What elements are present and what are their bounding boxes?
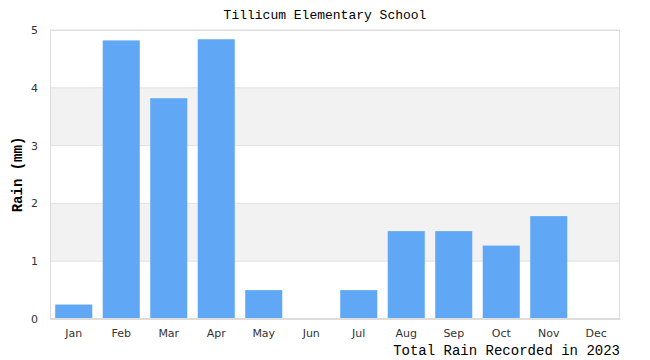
y-tick-label: 4 xyxy=(31,82,38,95)
bar xyxy=(340,290,377,319)
bar xyxy=(55,305,92,319)
bar xyxy=(198,39,235,319)
x-tick-label: Jan xyxy=(64,327,82,340)
x-tick: Dec xyxy=(586,319,607,340)
x-tick-label: Dec xyxy=(586,327,607,340)
y-tick-label: 3 xyxy=(31,140,38,153)
y-tick: 1 xyxy=(31,255,50,268)
bar xyxy=(435,231,472,319)
x-axis-title: Total Rain Recorded in 2023 xyxy=(393,343,620,359)
x-axis-line xyxy=(51,319,621,320)
y-tick-label: 5 xyxy=(31,24,38,37)
x-tick: Apr xyxy=(207,319,227,340)
x-tick: Mar xyxy=(158,319,179,340)
x-tick-label: Nov xyxy=(538,327,560,340)
bar xyxy=(103,40,140,319)
y-tick: 2 xyxy=(31,197,50,210)
x-tick: Nov xyxy=(538,319,560,340)
x-tick: Jun xyxy=(302,319,320,340)
y-tick: 4 xyxy=(31,82,50,95)
x-tick-label: Jul xyxy=(351,327,365,340)
x-tick: Jan xyxy=(64,319,82,340)
x-tick-label: Mar xyxy=(158,327,179,340)
title: Tillicum Elementary School xyxy=(224,8,427,23)
y-tick-label: 1 xyxy=(31,255,38,268)
y-tick-label: 2 xyxy=(31,197,38,210)
x-tick: Feb xyxy=(112,319,131,340)
y-axis-title: Rain (mm) xyxy=(10,137,26,213)
x-tick-label: Oct xyxy=(492,327,512,340)
y-axis-line xyxy=(50,31,51,320)
x-tick-label: Apr xyxy=(207,327,227,340)
bar xyxy=(150,98,187,319)
bar xyxy=(245,290,282,319)
x-tick-label: Jun xyxy=(302,327,320,340)
bars xyxy=(55,39,567,319)
bar xyxy=(530,216,567,319)
x-tick: Sep xyxy=(443,319,464,340)
plot-frame xyxy=(51,31,620,319)
x-tick-label: May xyxy=(252,327,275,340)
bar xyxy=(388,231,425,319)
x-axis: Jan Feb Mar Apr May Jun Jul Aug Sep Oct Nov Dec xyxy=(51,319,621,340)
x-tick: Jul xyxy=(351,319,365,340)
y-tick: 0 xyxy=(31,313,50,326)
bar xyxy=(483,246,520,319)
x-tick: May xyxy=(252,319,275,340)
x-tick-label: Aug xyxy=(396,327,417,340)
chart: 0 1 2 3 4 5 Jan Feb Mar Apr May Jun Jul Aug Sep Oct Nov D… xyxy=(0,0,650,360)
plot-background xyxy=(50,30,620,319)
y-tick: 3 xyxy=(31,140,50,153)
y-tick-label: 0 xyxy=(31,313,38,326)
grid xyxy=(50,30,620,319)
x-tick: Aug xyxy=(396,319,417,340)
y-axis: 0 1 2 3 4 5 xyxy=(31,24,51,326)
y-tick: 5 xyxy=(31,24,50,37)
x-tick: Oct xyxy=(492,319,512,340)
x-tick-label: Sep xyxy=(443,327,464,340)
x-tick-label: Feb xyxy=(112,327,131,340)
